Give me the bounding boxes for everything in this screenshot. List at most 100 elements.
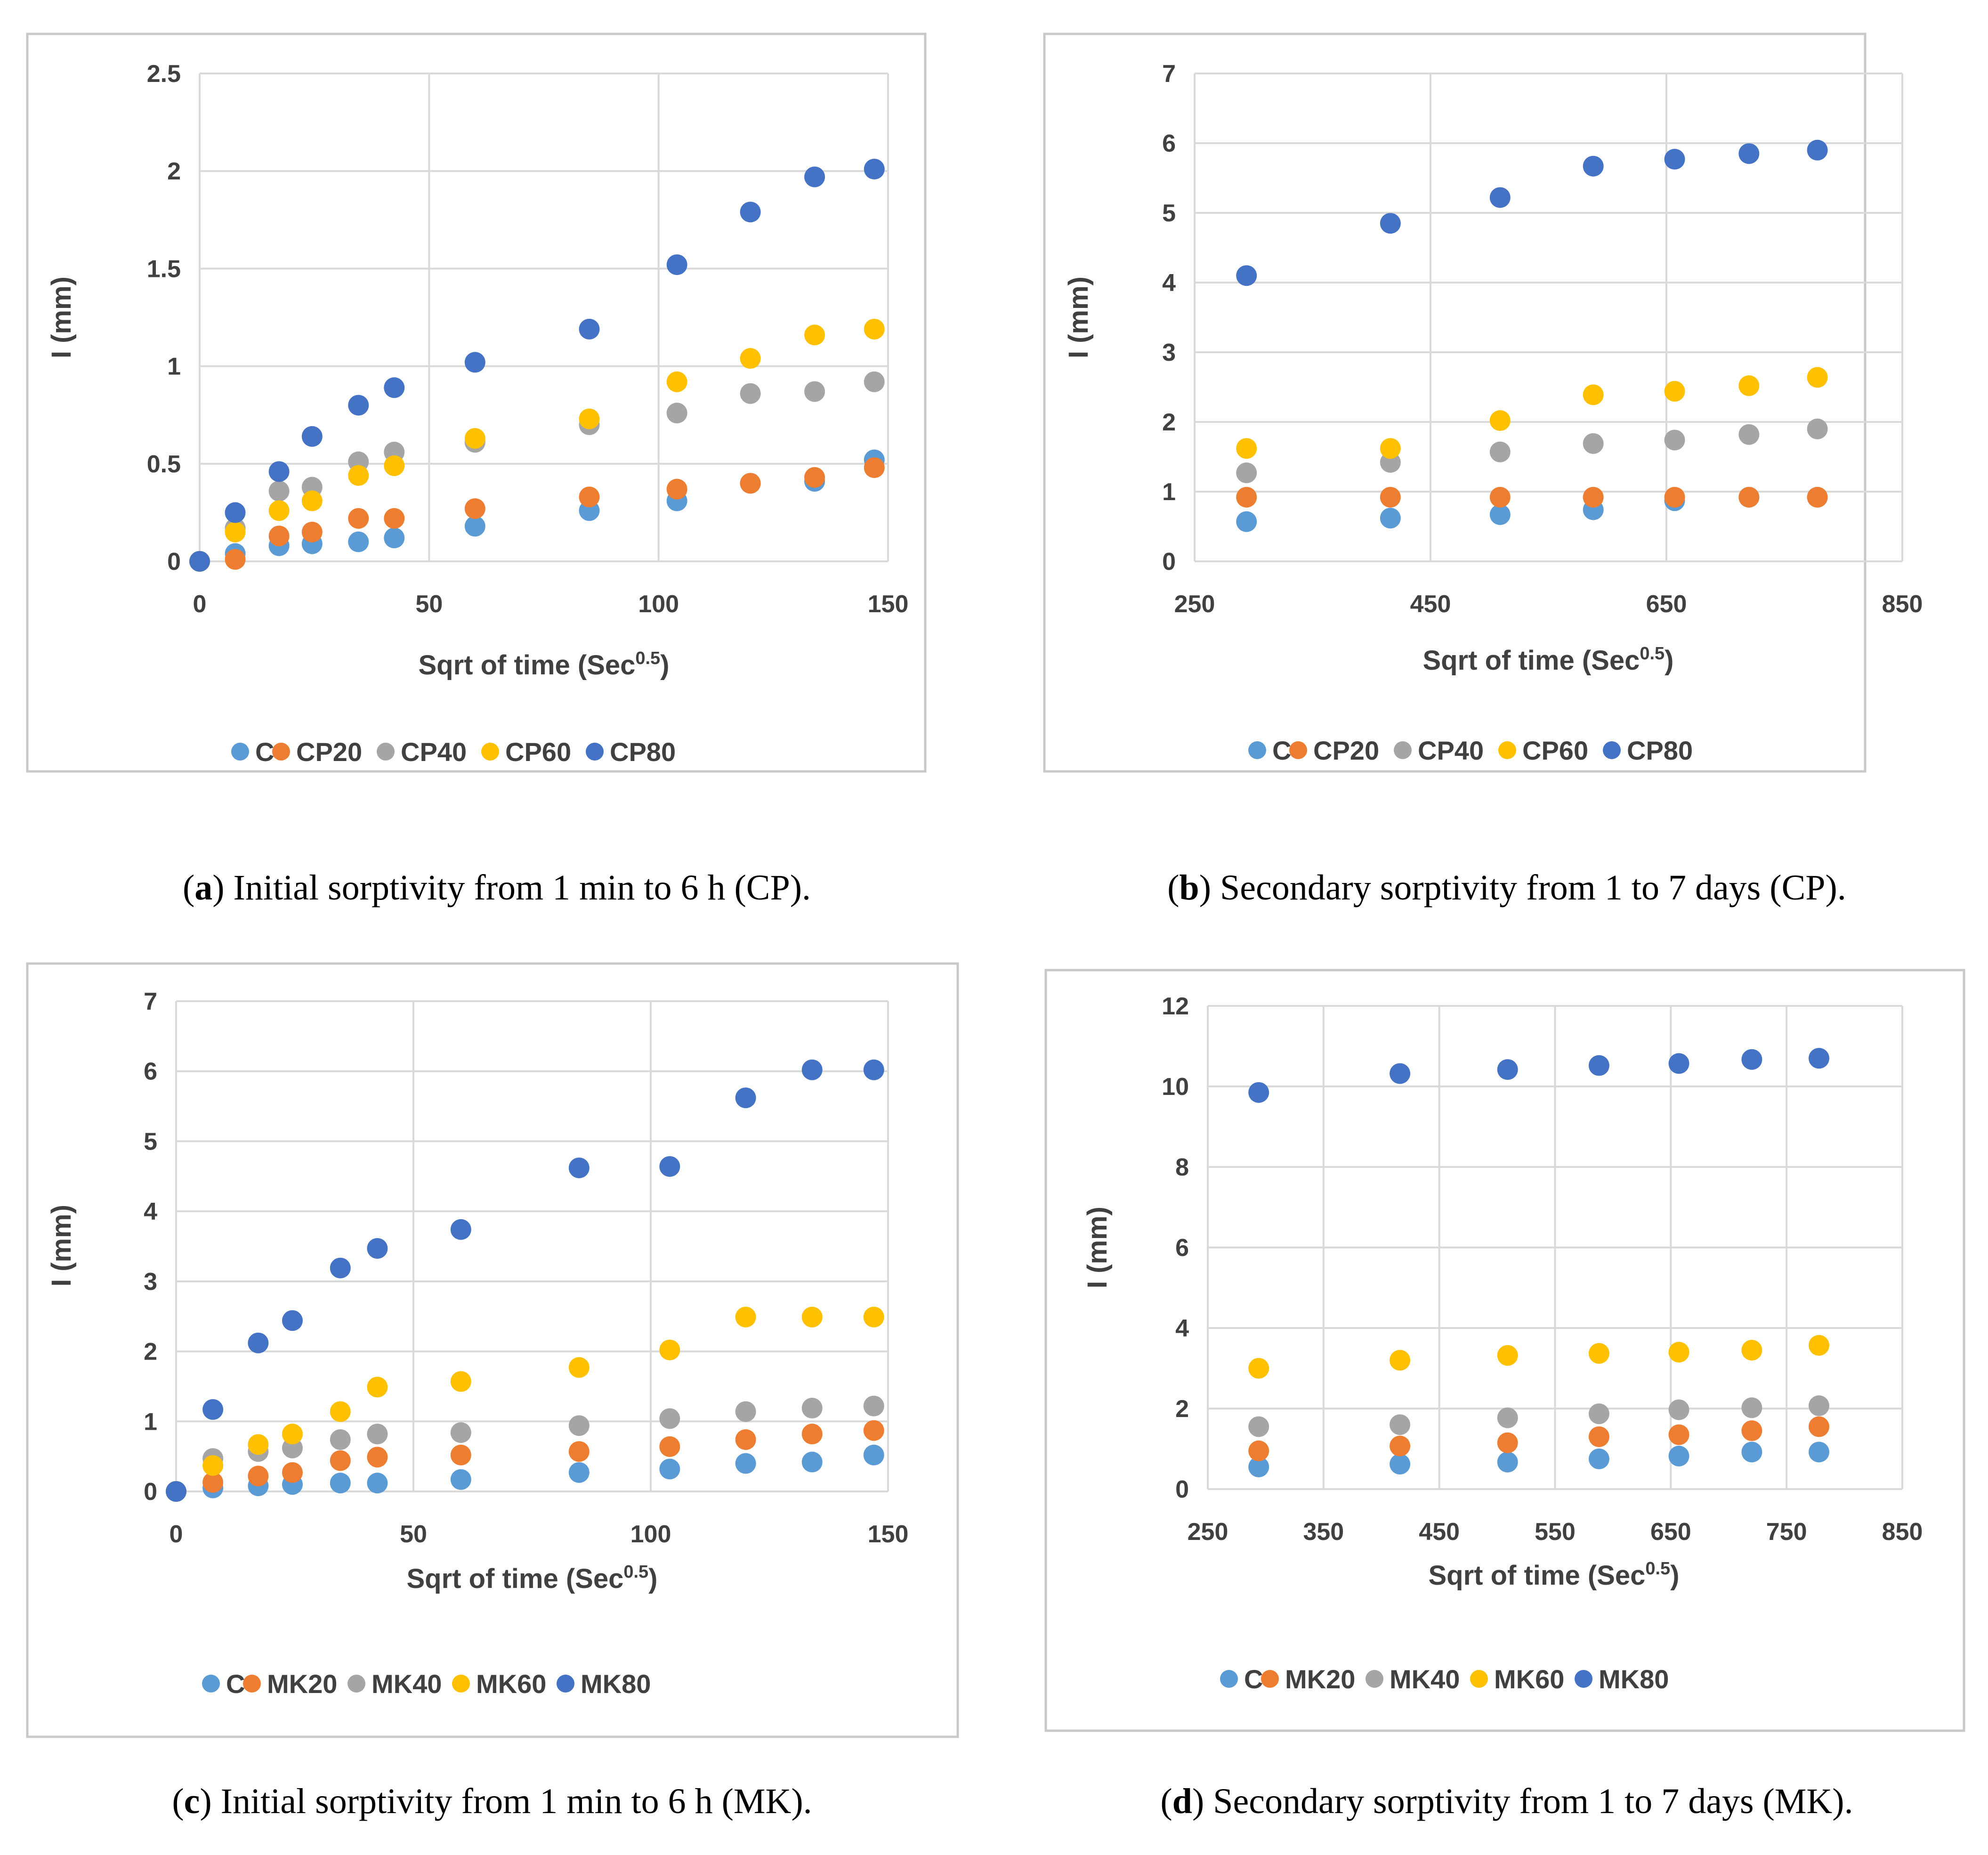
x-tick-label: 0 [170, 1521, 183, 1548]
data-point-mk80 [1668, 1053, 1689, 1074]
y-tick-label: 7 [1162, 60, 1176, 88]
data-point-cp60 [225, 521, 246, 543]
data-point-mk60 [367, 1377, 388, 1398]
legend-label-c: C [1244, 1664, 1263, 1694]
y-tick-label: 0 [167, 548, 181, 575]
legend-marker-c [231, 743, 249, 761]
data-point-cp80 [1489, 187, 1511, 208]
data-point-mk60 [330, 1401, 351, 1422]
legend-label-mk40: MK40 [372, 1669, 442, 1699]
data-point-cp80 [268, 461, 290, 482]
legend-label-mk60: MK60 [476, 1669, 546, 1699]
data-point-cp60 [804, 324, 825, 346]
data-point-mk80 [1248, 1082, 1269, 1103]
data-point-c [1497, 1451, 1518, 1473]
data-point-mk80 [863, 1059, 884, 1080]
data-point-c [348, 531, 369, 552]
data-point-cp20 [1489, 486, 1511, 508]
y-axis-label: I (mm) [46, 276, 77, 358]
data-point-cp40 [864, 371, 885, 392]
data-point-cp60 [348, 465, 369, 486]
data-point-mk40 [1668, 1399, 1689, 1420]
chart-panel-b: 0 1 2 3 4 5 6 7 250 450 650 850 I (mm) Sqrt of time (… [1043, 32, 1923, 907]
data-point-cp20 [225, 549, 246, 570]
data-point-cp60 [1583, 384, 1604, 405]
legend-marker-cp60 [1498, 741, 1516, 759]
legend-label-c: C [1272, 736, 1291, 765]
figure-caption: (b) Secondary sorptivity from 1 to 7 day… [1167, 868, 1846, 907]
legend-label-cp80: CP80 [1627, 736, 1693, 765]
chart-frame [26, 962, 959, 1738]
data-point-cp60 [464, 428, 485, 449]
data-point-cp80 [464, 352, 485, 373]
x-axis-label-main: Sqrt of time (Sec [1428, 1560, 1645, 1591]
y-tick-label: 0 [144, 1478, 157, 1506]
y-tick-label: 6 [1175, 1234, 1189, 1262]
data-point-c [1390, 1453, 1411, 1474]
y-tick-label: 3 [1162, 339, 1176, 366]
data-point-cp80 [301, 426, 323, 447]
y-tick-label: 6 [144, 1058, 157, 1085]
x-tick-label: 100 [638, 591, 679, 618]
data-point-mk80 [166, 1481, 186, 1502]
data-point-cp80 [189, 551, 210, 572]
data-point-cp20 [1236, 486, 1257, 508]
data-point-mk60 [1497, 1345, 1518, 1366]
y-tick-label: 8 [1175, 1154, 1189, 1181]
y-tick-label: 2 [144, 1338, 157, 1366]
data-point-mk60 [735, 1306, 756, 1328]
x-tick-label: 250 [1174, 591, 1215, 618]
data-point-cp20 [1664, 486, 1685, 508]
x-tick-label: 150 [868, 591, 909, 618]
data-point-c [735, 1453, 756, 1474]
x-tick-label: 50 [415, 591, 443, 618]
legend-marker-cp40 [377, 743, 395, 761]
x-axis-label-main: Sqrt of time (Sec [406, 1563, 623, 1594]
data-point-mk40 [735, 1401, 756, 1422]
chart-frame [1043, 32, 1867, 773]
y-tick-label: 12 [1162, 993, 1189, 1020]
legend-marker-mk80 [1575, 1670, 1592, 1688]
data-point-cp40 [1664, 429, 1685, 451]
caption-text: ) Secondary sorptivity from 1 to 7 days … [1199, 868, 1846, 907]
data-point-cp40 [1807, 418, 1828, 439]
data-point-cp40 [1738, 424, 1760, 445]
data-point-cp60 [740, 348, 761, 369]
data-point-c [1489, 504, 1511, 525]
data-point-mk80 [659, 1156, 680, 1177]
x-tick-label: 750 [1766, 1518, 1807, 1546]
y-tick-label: 3 [144, 1268, 157, 1296]
data-point-mk20 [1497, 1432, 1518, 1453]
data-point-mk80 [801, 1059, 823, 1080]
data-point-mk20 [282, 1462, 303, 1483]
x-axis-label: Sqrt of time (Sec0.5) [1428, 1559, 1679, 1591]
data-point-cp40 [740, 383, 761, 404]
data-point-cp60 [1236, 438, 1257, 459]
data-point-c [1588, 1448, 1609, 1469]
y-axis-label: I (mm) [46, 1205, 77, 1287]
caption-open-paren: ( [172, 1782, 184, 1821]
data-point-c [1809, 1442, 1829, 1463]
data-point-mk20 [202, 1472, 224, 1493]
caption-letter: d [1172, 1782, 1192, 1821]
data-point-cp20 [464, 498, 485, 519]
data-point-mk40 [863, 1395, 884, 1417]
x-axis-label: Sqrt of time (Sec0.5) [406, 1562, 657, 1594]
legend-marker-cp20 [272, 743, 290, 761]
y-tick-label: 2.5 [147, 60, 181, 88]
legend-marker-mk60 [1470, 1670, 1488, 1688]
data-point-cp40 [666, 403, 687, 424]
data-point-cp80 [804, 166, 825, 187]
legend-label-mk20: MK20 [267, 1669, 337, 1699]
data-point-mk20 [1809, 1416, 1829, 1437]
data-point-cp20 [666, 478, 687, 500]
caption-open-paren: ( [1167, 868, 1179, 907]
data-point-cp80 [864, 159, 885, 180]
y-tick-label: 1 [167, 353, 181, 381]
legend-marker-cp80 [1603, 741, 1621, 759]
data-point-mk20 [1588, 1426, 1609, 1447]
data-point-cp60 [579, 408, 600, 429]
data-point-mk20 [1741, 1420, 1762, 1442]
data-point-mk60 [202, 1455, 224, 1476]
data-point-cp80 [666, 254, 687, 275]
